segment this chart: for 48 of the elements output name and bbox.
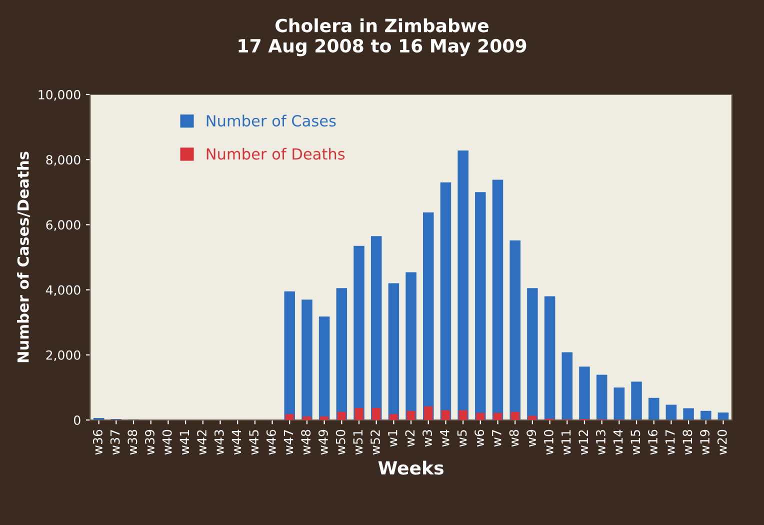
y-tick-label: 4,000 [46,285,80,296]
x-tick-label: w38 [128,430,138,455]
y-tick-label: 2,000 [46,350,80,362]
x-tick-label: w19 [700,430,710,455]
x-tick-label: w5 [457,430,467,447]
x-tick-label: w52 [370,430,380,455]
x-tick-label: w47 [284,430,294,455]
x-tick-label: w49 [318,430,328,455]
x-tick-label: w4 [440,430,450,447]
x-tick-label: w48 [301,430,311,455]
x-tick-label: w13 [596,430,606,455]
y-tick-label: 0 [74,415,80,425]
legend-label: Number of Cases [206,114,336,127]
chart-title: Cholera in Zimbabwe 17 Aug 2008 to 16 May 2009 [238,18,526,56]
x-tick-label: w45 [249,430,259,455]
y-tick-label: 10,000 [38,90,80,101]
x-tick-label: w9 [526,430,536,447]
x-tick-label: w43 [214,430,224,455]
x-tick-label: w16 [648,430,658,455]
x-tick-label: w3 [422,430,432,447]
x-tick-label: w15 [630,430,640,455]
x-tick-label: w36 [92,430,102,455]
x-tick-label: w10 [544,430,554,455]
x-tick-label: w51 [353,430,363,455]
x-tick-label: w37 [110,430,120,455]
x-axis-title: Weeks [378,460,444,475]
x-tick-label: w1 [388,430,398,447]
x-tick-label: w44 [232,430,242,455]
x-tick-label: w2 [405,430,414,447]
x-tick-label: w8 [509,430,519,447]
x-tick-label: w7 [492,430,502,447]
x-tick-label: w39 [145,430,154,455]
y-tick-label: 6,000 [46,220,80,231]
x-tick-label: w11 [561,430,571,455]
x-tick-label: w42 [197,430,206,455]
x-tick-label: w18 [682,430,692,455]
y-axis-title: Number of Cases/Deaths [17,152,30,362]
x-tick-label: w50 [336,430,346,455]
x-tick-label: w46 [266,430,276,455]
legend-label: Number of Deaths [206,148,345,160]
x-tick-label: w40 [162,430,172,455]
x-tick-label: w41 [180,430,189,455]
x-tick-label: w20 [717,430,727,455]
x-tick-label: w14 [614,430,623,455]
y-tick-label: 8,000 [46,155,80,166]
x-tick-label: w17 [666,430,675,455]
x-tick-label: w6 [474,430,484,447]
x-tick-label: w12 [578,430,588,455]
